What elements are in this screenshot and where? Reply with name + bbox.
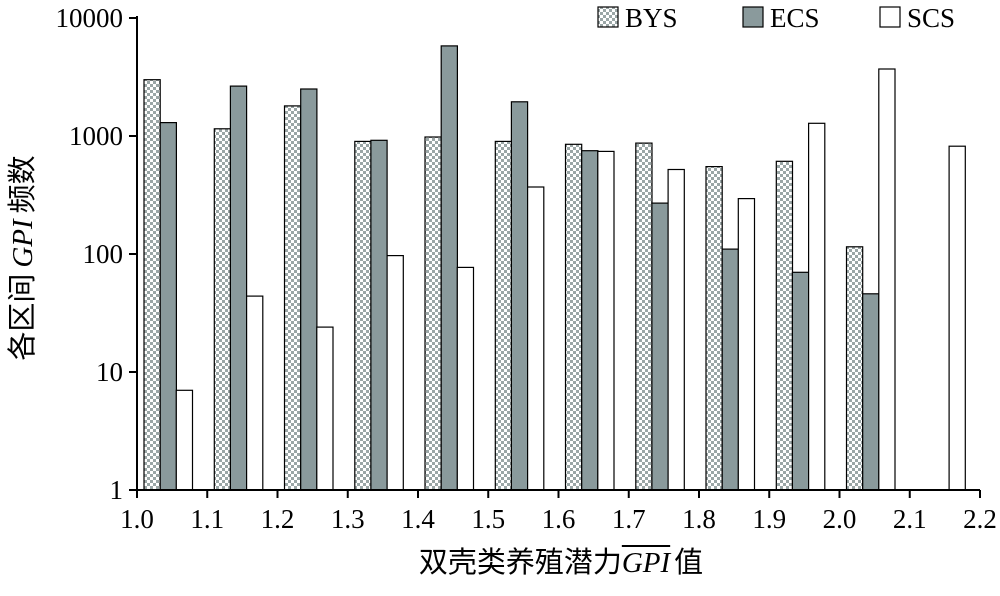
bar-bys-2 — [213, 128, 232, 491]
x-tick-label-2: 1.1 — [190, 504, 224, 534]
bar-bys-9 — [705, 166, 723, 491]
x-tick-label-4: 1.3 — [331, 504, 365, 534]
y-tick-label-1: 1 — [110, 475, 124, 505]
bar-ecs-3 — [300, 88, 318, 491]
bar-bys-8 — [635, 142, 653, 491]
y-axis-title: 各区间 GPI 频数 — [6, 155, 39, 360]
bar-bys-10 — [775, 160, 794, 491]
bar-scs-1 — [175, 389, 194, 491]
x-axis-title-symbol: GPI — [622, 547, 672, 579]
bar-scs-9 — [737, 198, 756, 491]
x-tick-label-8: 1.7 — [612, 504, 646, 534]
bar-bys-4 — [354, 140, 372, 491]
legend-swatch-bys — [597, 6, 619, 28]
bar-ecs-6 — [510, 101, 529, 491]
bar-ecs-4 — [370, 139, 388, 491]
y-axis-title-suffix: 频数 — [6, 155, 39, 213]
x-tick-label-7: 1.6 — [542, 504, 576, 534]
bar-bys-5 — [424, 136, 442, 491]
bar-scs-2 — [246, 295, 264, 491]
legend-label-bys: BYS — [625, 3, 678, 33]
ticks-layer: 1 10 100 1000 10000 1.0 1.1 1.2 1.3 1.4 1.5 1.6 1.7 1… — [56, 3, 997, 534]
y-tick-label-2: 10 — [96, 357, 123, 387]
bar-bys-3 — [283, 105, 302, 491]
legend-label-ecs: ECS — [770, 3, 820, 33]
x-axis-title-suffix: 值 — [674, 546, 703, 579]
bar-bys-1 — [143, 79, 161, 491]
bar-scs-11 — [878, 68, 896, 491]
bar-bys-6 — [494, 140, 513, 491]
x-tick-label-10: 1.9 — [752, 504, 786, 534]
legend-label-scs: SCS — [907, 3, 955, 33]
bar-ecs-10 — [791, 271, 810, 491]
legend-swatch-ecs — [742, 6, 764, 28]
bar-bys-11 — [845, 246, 864, 491]
x-axis-title: 双壳类养殖潜力GPI 值 — [419, 546, 703, 579]
x-tick-label-11: 2.0 — [823, 504, 857, 534]
x-tick-label-9: 1.8 — [682, 504, 716, 534]
bar-ecs-1 — [159, 121, 177, 491]
bar-scs-10 — [807, 122, 826, 491]
y-axis-title-prefix: 各区间 — [6, 274, 39, 361]
y-tick-label-4: 1000 — [69, 121, 123, 151]
legend-swatch-scs — [879, 6, 901, 28]
x-tick-label-12: 2.1 — [893, 504, 927, 534]
bar-ecs-8 — [651, 202, 669, 491]
y-axis-title-group: 各区间 GPI 频数 — [6, 155, 39, 360]
bar-ecs-5 — [440, 45, 459, 491]
bar-ecs-9 — [721, 248, 740, 491]
y-tick-label-5: 10000 — [56, 3, 124, 33]
y-tick-label-3: 100 — [83, 239, 124, 269]
bar-scs-7 — [597, 150, 615, 491]
bar-ecs-2 — [229, 85, 248, 491]
bars-layer — [143, 45, 966, 491]
bar-ecs-11 — [862, 293, 880, 491]
legend: BYS ECS SCS — [597, 3, 955, 33]
bar-scs-8 — [667, 168, 685, 491]
x-tick-label-13: 2.2 — [963, 504, 997, 534]
bar-scs-3 — [316, 326, 334, 491]
bar-bys-7 — [564, 143, 583, 491]
x-tick-label-5: 1.4 — [401, 504, 435, 534]
bar-scs-12 — [948, 145, 966, 491]
y-axis-title-symbol: GPI — [7, 218, 39, 268]
x-axis-title-group: 双壳类养殖潜力GPI 值 — [419, 545, 703, 579]
x-axis-title-main: 双壳类养殖潜力 — [419, 546, 622, 579]
bar-ecs-7 — [581, 150, 599, 491]
bar-scs-5 — [456, 266, 475, 491]
x-tick-label-6: 1.5 — [471, 504, 505, 534]
x-tick-label-1: 1.0 — [120, 504, 154, 534]
bar-scs-6 — [526, 186, 545, 491]
x-tick-label-3: 1.2 — [261, 504, 295, 534]
bar-scs-4 — [386, 255, 404, 491]
